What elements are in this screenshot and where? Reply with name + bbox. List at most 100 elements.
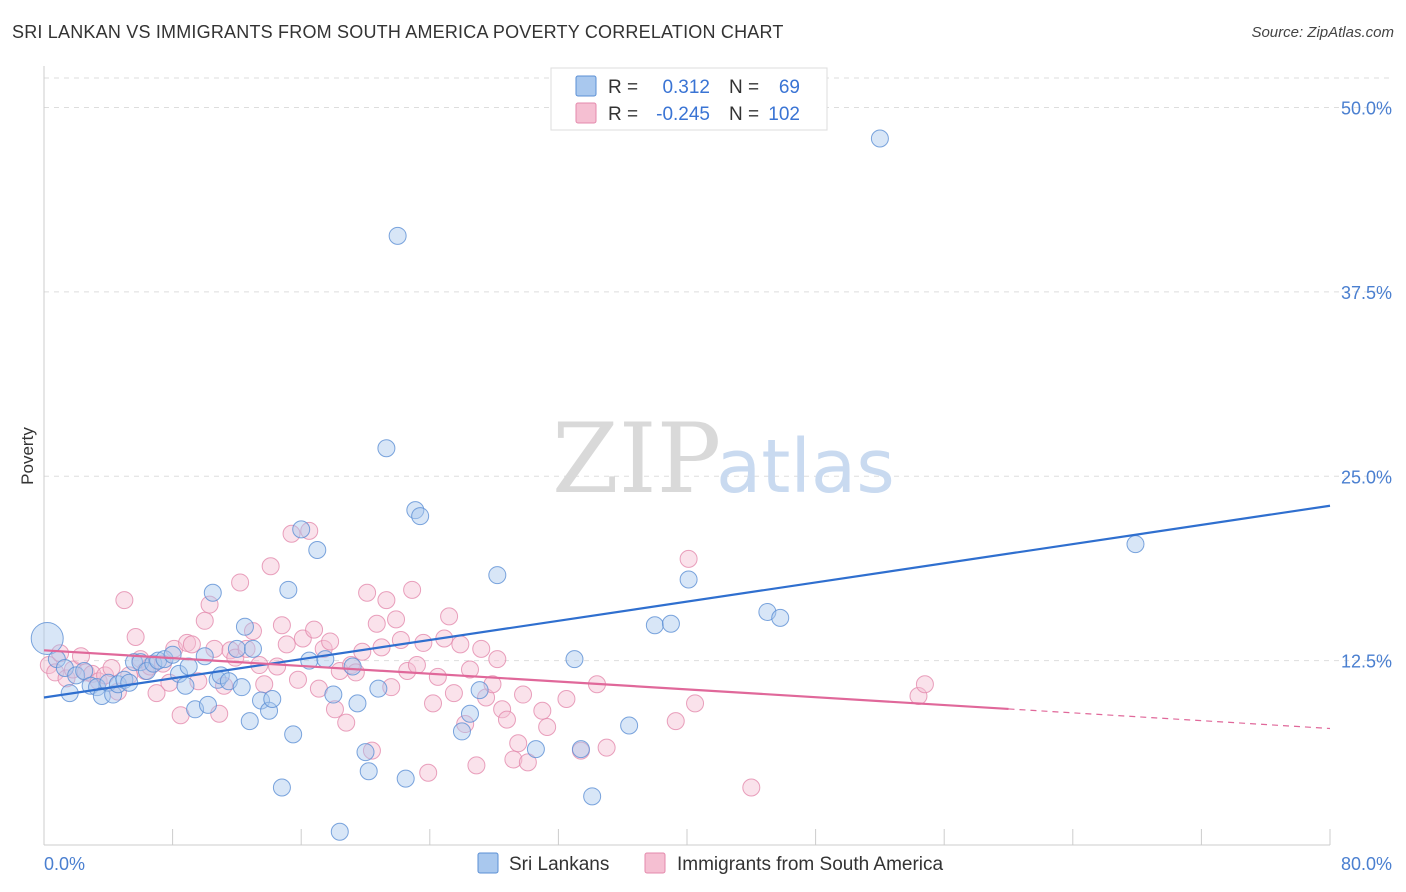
south-america-point-5 [71, 647, 90, 666]
blue-series-points [30, 129, 1145, 841]
south-america-point-46 [305, 620, 324, 639]
sri-lankan-point-54 [388, 226, 407, 245]
south-america-trend-line [43, 649, 1009, 711]
south-america-point-62 [387, 610, 406, 629]
sri-lankan-point-50 [356, 743, 375, 762]
watermark-atlas: atlas [716, 424, 895, 510]
south-america-point-94 [666, 712, 685, 731]
south-america-point-96 [686, 694, 705, 713]
y-tick-label-0: 12.5% [1341, 652, 1392, 672]
south-america-point-2 [51, 644, 70, 663]
legend-n-value-2: 102 [768, 104, 800, 125]
sri-lankan-point-17 [144, 654, 163, 673]
sri-lankan-point-60 [470, 681, 489, 700]
watermark: ZIP atlas [552, 403, 895, 515]
axes [43, 66, 1331, 846]
bottom-legend-swatch-pink [644, 852, 666, 874]
sri-lankan-point-67 [645, 616, 664, 635]
legend-n-label-2: N = [729, 104, 759, 125]
legend-n-value-1: 69 [779, 77, 800, 98]
sri-lankan-point-47 [330, 822, 349, 841]
sri-lankan-point-49 [348, 694, 367, 713]
south-america-point-76 [460, 660, 479, 679]
south-america-point-70 [428, 667, 447, 686]
south-america-point-12 [115, 591, 134, 610]
south-america-point-42 [282, 524, 301, 543]
south-america-point-81 [488, 650, 507, 669]
south-america-point-73 [444, 684, 463, 703]
south-america-point-65 [403, 580, 422, 599]
south-america-point-83 [497, 710, 516, 729]
south-america-point-95 [679, 549, 698, 568]
south-america-point-49 [321, 632, 340, 651]
legend-box [550, 67, 828, 131]
sri-lankan-point-38 [263, 689, 282, 708]
south-america-point-24 [182, 635, 201, 654]
sri-lankan-point-2 [55, 659, 74, 677]
sri-lankan-point-16 [137, 661, 156, 680]
sri-lankan-point-15 [131, 653, 150, 672]
south-america-point-93 [597, 738, 616, 757]
south-america-point-39 [268, 657, 287, 676]
sri-lankan-point-44 [308, 541, 327, 559]
sri-lankan-point-64 [571, 740, 590, 759]
sri-lankan-point-73 [1126, 535, 1145, 554]
legend-r-label-1: R = [608, 77, 638, 98]
legend-r-label-2: R = [608, 104, 638, 125]
south-america-point-35 [243, 622, 262, 641]
south-america-point-61 [382, 678, 401, 697]
south-america-point-26 [195, 611, 214, 630]
sri-lankan-point-68 [661, 614, 680, 633]
south-america-point-72 [440, 607, 459, 626]
sri-lankan-point-71 [771, 608, 790, 627]
sri-lankan-point-69 [679, 570, 698, 589]
sri-lankan-point-42 [292, 520, 311, 539]
chart-title: SRI LANKAN VS IMMIGRANTS FROM SOUTH AMER… [12, 22, 784, 42]
south-america-point-84 [504, 750, 523, 769]
legend: R = 0.312 N = 69 R = -0.245 N = 102 [550, 67, 828, 131]
sri-lankan-point-58 [452, 722, 471, 741]
sri-lankan-point-10 [104, 685, 123, 704]
sri-lankan-point-23 [179, 657, 198, 676]
south-america-point-86 [514, 685, 533, 704]
south-america-point-66 [407, 656, 426, 675]
legend-swatch-blue [575, 75, 597, 97]
y-tick-label-3: 50.0% [1341, 99, 1392, 119]
sri-lankan-point-63 [565, 650, 584, 669]
south-america-point-89 [538, 718, 557, 736]
x-tick-labels: 0.0% 80.0% [44, 854, 1392, 874]
south-america-point-78 [472, 639, 491, 658]
bottom-legend: Sri Lankans Immigrants from South Americ… [477, 852, 944, 875]
sri-lankan-point-37 [260, 701, 279, 720]
sri-lankan-point-7 [88, 678, 107, 697]
sri-lankan-point-65 [583, 787, 602, 806]
south-america-point-60 [377, 591, 396, 610]
south-america-point-14 [126, 628, 145, 647]
sri-lankan-point-61 [488, 566, 507, 585]
south-america-point-10 [102, 659, 121, 677]
sri-lankan-point-33 [235, 617, 254, 636]
bottom-legend-swatch-blue [477, 852, 499, 874]
bottom-legend-label-2: Immigrants from South America [677, 854, 944, 875]
sri-lankan-point-66 [620, 716, 639, 735]
sri-lankan-point-20 [163, 645, 182, 664]
x-tick-label-1: 80.0% [1341, 854, 1392, 874]
sri-lankan-point-56 [406, 501, 425, 520]
y-tick-label-2: 37.5% [1341, 283, 1392, 303]
x-tick-label-0: 0.0% [44, 854, 85, 874]
south-america-point-50 [325, 700, 344, 719]
sri-lankan-point-57 [411, 507, 430, 526]
south-america-point-1 [46, 663, 65, 682]
sri-lankan-point-52 [369, 679, 388, 698]
south-america-point-82 [493, 700, 512, 719]
sri-lankan-point-59 [460, 704, 479, 723]
sri-lankan-point-31 [227, 639, 246, 658]
south-america-point-40 [272, 616, 291, 635]
south-america-point-52 [337, 713, 356, 732]
south-america-point-33 [231, 573, 250, 592]
sri-lankan-point-53 [377, 439, 396, 458]
sri-lankan-point-40 [279, 580, 298, 599]
sri-lankan-point-13 [120, 673, 139, 692]
sri-lankan-point-39 [272, 778, 291, 797]
